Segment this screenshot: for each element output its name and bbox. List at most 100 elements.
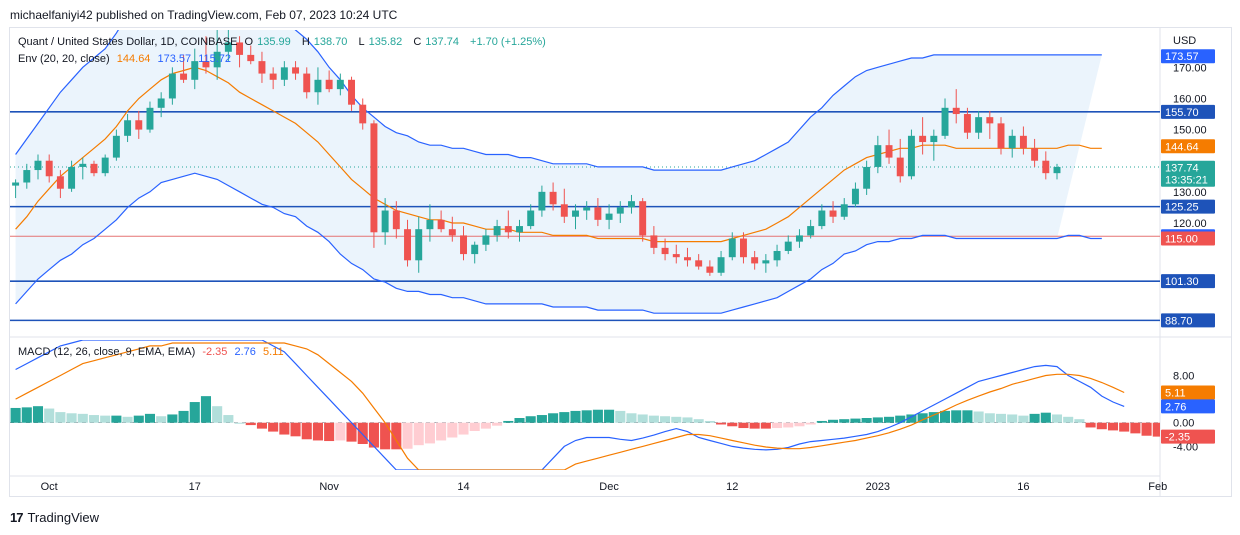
envelope-legend[interactable]: Env (20, 20, close) 144.64 173.57 115.72 <box>18 53 235 65</box>
candle-body <box>538 191 546 211</box>
macd-histogram-bar <box>189 402 200 423</box>
macd-histogram-bar <box>637 414 648 423</box>
macd-histogram-bar <box>693 419 704 423</box>
price-tag-bg <box>1161 139 1215 154</box>
candle-body <box>572 210 579 217</box>
price-tag: 115.00 <box>1165 234 1198 246</box>
macd-histogram-bar <box>536 415 547 423</box>
macd-histogram-bar <box>357 422 368 444</box>
tradingview-logo[interactable]: 17 TradingView <box>10 510 99 525</box>
price-tick-label: 150.00 <box>1173 125 1207 137</box>
price-tag: 137.74 <box>1165 163 1199 175</box>
macd-histogram-bar <box>850 418 861 423</box>
macd-histogram-bar <box>839 419 850 423</box>
candle-body <box>482 235 490 245</box>
macd-histogram-bar <box>245 422 256 426</box>
candle-body <box>314 79 322 93</box>
candle-body <box>336 79 344 90</box>
macd-histogram-bar <box>88 415 100 423</box>
macd-histogram-bar <box>178 410 189 423</box>
candle-body <box>639 201 647 236</box>
candle-body <box>975 117 983 133</box>
level-tag: 125.25 <box>1165 202 1199 214</box>
macd-histogram-bar <box>604 409 615 423</box>
macd-histogram-bar <box>1130 422 1141 434</box>
candle-body <box>392 210 400 230</box>
macd-histogram-bar <box>682 417 693 423</box>
macd-histogram-bar <box>1085 422 1096 428</box>
candle-body <box>784 241 792 251</box>
level-tag-bg <box>1161 104 1215 119</box>
macd-legend[interactable]: MACD (12, 26, close, 9, EMA, EMA) -2.35 … <box>18 346 288 358</box>
candle-body <box>404 229 411 261</box>
macd-histogram-bar <box>783 422 794 428</box>
ohlc-close: C 137.74 <box>413 36 459 48</box>
publisher-caption: michaelfaniyi42 published on TradingView… <box>10 8 398 22</box>
candle-body <box>280 67 288 80</box>
macd-signal-value: 5.11 <box>262 346 284 358</box>
candle-body <box>818 210 826 227</box>
candle-body <box>415 229 423 261</box>
candle-body <box>941 107 949 136</box>
candle-body <box>146 107 154 130</box>
macd-histogram-bar <box>951 410 962 423</box>
candle-body <box>359 104 367 124</box>
candle-body <box>504 226 512 233</box>
macd-histogram-bar <box>995 413 1007 423</box>
candle-body <box>560 204 568 217</box>
candle-body <box>90 163 98 174</box>
candle-body <box>224 42 232 52</box>
envelope-basis-value: 144.64 <box>116 53 151 65</box>
macd-histogram-bar <box>44 408 55 423</box>
candle-body <box>650 235 658 248</box>
macd-tick-label: -4.00 <box>1173 441 1198 453</box>
macd-histogram-bar <box>559 412 570 423</box>
macd-histogram-bar <box>212 406 223 423</box>
macd-histogram-bar <box>503 420 514 423</box>
candle-body <box>751 257 759 264</box>
macd-histogram-bar <box>458 422 469 435</box>
candle-body <box>213 51 221 68</box>
macd-histogram-bar <box>581 410 592 423</box>
price-tick-label: 120.00 <box>1173 218 1207 230</box>
macd-histogram-bar <box>200 396 212 423</box>
macd-histogram-bar <box>100 415 111 423</box>
time-tick-label: Oct <box>41 481 58 493</box>
symbol-title[interactable]: Quant / United States Dollar, 1D, COINBA… <box>18 36 238 48</box>
macd-histogram-bar <box>760 422 771 429</box>
macd-line-value: 2.76 <box>234 346 256 358</box>
candle-body <box>471 244 479 255</box>
time-tick-label: Nov <box>319 481 339 493</box>
candle-body <box>717 257 725 273</box>
macd-histogram-bar <box>268 422 279 432</box>
envelope-fill <box>15 30 1102 314</box>
time-tick-label: 17 <box>189 481 201 493</box>
candle-body <box>1042 160 1050 174</box>
macd-label: MACD (12, 26, close, 9, EMA, EMA) <box>18 346 196 358</box>
time-tick-label: 16 <box>1017 481 1029 493</box>
envelope-upper <box>15 30 1102 171</box>
level-tag: 88.70 <box>1165 315 1193 327</box>
macd-histogram-bar <box>144 413 156 423</box>
price-tag: 144.64 <box>1165 141 1199 153</box>
candle-body <box>247 54 255 62</box>
price-tick-label: 130.00 <box>1173 187 1207 199</box>
candle-body <box>583 207 591 211</box>
macd-histogram-bar <box>1074 419 1085 423</box>
chart-frame <box>9 27 1232 497</box>
candle-body <box>124 120 132 136</box>
candle-body <box>68 166 76 189</box>
macd-histogram-bar <box>626 413 637 423</box>
candle-body <box>180 73 188 80</box>
tradingview-logo-icon: 17 <box>10 510 24 525</box>
macd-histogram-bar <box>1141 422 1152 436</box>
price-tag-bg <box>1161 49 1215 64</box>
candle-body <box>493 226 501 236</box>
ohlc-open: O 135.99 <box>244 36 291 48</box>
macd-histogram-bar <box>1152 422 1160 437</box>
macd-histogram-bar <box>368 422 379 448</box>
candle-body <box>1053 166 1061 174</box>
macd-histogram-bar <box>928 412 939 423</box>
macd-signal-line <box>15 342 1125 470</box>
